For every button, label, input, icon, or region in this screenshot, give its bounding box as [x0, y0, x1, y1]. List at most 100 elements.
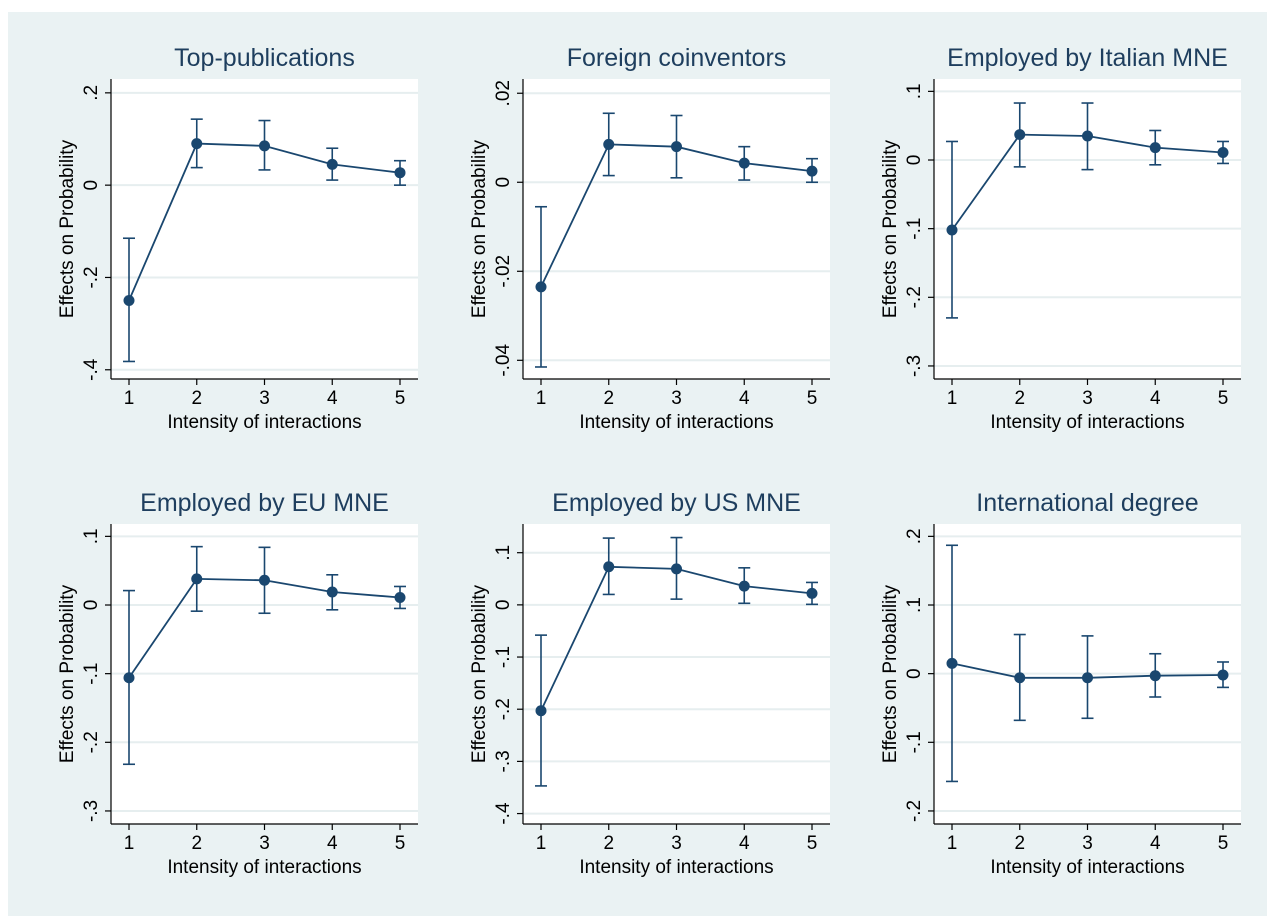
x-tick-label: 3: [259, 833, 270, 854]
y-tick-label: -.04: [493, 344, 514, 377]
x-tick-label: 3: [1082, 833, 1093, 854]
data-point: [123, 672, 135, 684]
data-point: [1217, 669, 1229, 681]
y-tick-label: -.3: [493, 750, 514, 772]
data-point: [946, 657, 958, 669]
data-point: [326, 158, 338, 170]
data-point: [671, 563, 682, 575]
y-tick-label: -.2: [81, 266, 102, 288]
data-point: [1082, 672, 1093, 684]
chart-title: Foreign coinventors: [567, 44, 787, 72]
data-point: [1149, 670, 1161, 682]
y-tick-label: .2: [81, 85, 102, 101]
chart-panel: -.4 -.3 -.2 -.1 0 .1 1 2 3 4 5 Intensity of interac…: [469, 489, 830, 878]
data-point: [535, 705, 547, 717]
y-tick-label: -.1: [493, 646, 514, 668]
y-axis-label: Effects on Probability: [469, 139, 490, 318]
data-point: [738, 157, 750, 169]
y-tick-label: .02: [493, 80, 514, 106]
data-point: [1014, 672, 1026, 684]
y-tick-label: -.02: [493, 255, 514, 288]
x-tick-label: 2: [1014, 388, 1025, 409]
x-tick-label: 5: [1218, 388, 1229, 409]
x-tick-label: 4: [327, 388, 338, 409]
x-tick-label: 1: [536, 833, 547, 854]
x-tick-label: 1: [124, 833, 135, 854]
chart-title: Employed by Italian MNE: [947, 44, 1228, 72]
data-point: [603, 138, 615, 150]
y-tick-label: -.3: [81, 800, 102, 822]
y-axis-label: Effects on Probability: [880, 584, 901, 763]
y-tick-label: .1: [904, 597, 925, 613]
data-point: [946, 224, 958, 236]
y-tick-label: .1: [81, 528, 102, 544]
x-tick-label: 3: [259, 388, 270, 409]
x-axis-label: Intensity of interactions: [167, 857, 361, 878]
x-tick-label: 4: [739, 833, 750, 854]
data-point: [806, 587, 818, 599]
chart-panel: -.3 -.2 -.1 0 .1 1 2 3 4 5 Intensity of interactio…: [880, 44, 1241, 433]
x-tick-label: 4: [739, 388, 750, 409]
data-point: [603, 561, 615, 573]
y-tick-label: -.4: [493, 802, 514, 825]
y-tick-label: .1: [493, 545, 514, 561]
x-tick-label: 4: [327, 833, 338, 854]
data-point: [394, 591, 406, 603]
x-axis-label: Intensity of interactions: [167, 412, 361, 433]
x-tick-label: 2: [191, 833, 202, 854]
y-tick-label: 0: [904, 668, 925, 679]
y-tick-label: .1: [904, 83, 925, 99]
x-tick-label: 2: [1014, 833, 1025, 854]
x-tick-label: 2: [191, 388, 202, 409]
data-point: [191, 138, 203, 150]
x-tick-label: 5: [395, 388, 406, 409]
data-point: [259, 140, 270, 152]
data-point: [259, 574, 270, 586]
chart-panel: -.4 -.2 0 .2 1 2 3 4 5 Intensity of interactions E…: [57, 44, 418, 433]
x-tick-label: 1: [124, 388, 135, 409]
y-tick-label: -.2: [81, 731, 102, 753]
x-tick-label: 5: [807, 388, 818, 409]
x-tick-label: 3: [1082, 388, 1093, 409]
y-tick-label: -.3: [904, 355, 925, 377]
chart-panel: -.2 -.1 0 .1 .2 1 2 3 4 5 Intensity of interaction…: [880, 489, 1241, 878]
y-tick-label: -.2: [904, 800, 925, 822]
y-tick-label: -.2: [493, 698, 514, 720]
y-tick-label: -.2: [904, 286, 925, 308]
data-point: [1082, 130, 1093, 142]
x-tick-label: 1: [947, 388, 958, 409]
figure-background: -.4 -.2 0 .2 1 2 3 4 5 Intensity of interactions E…: [8, 12, 1267, 916]
y-tick-label: 0: [493, 600, 514, 611]
chart-panel: -.04 -.02 0 .02 1 2 3 4 5 Intensity of interactio…: [469, 44, 830, 433]
y-tick-label: 0: [493, 177, 514, 188]
y-tick-label: 0: [81, 600, 102, 611]
x-tick-label: 5: [807, 833, 818, 854]
x-axis-label: Intensity of interactions: [990, 857, 1184, 878]
y-tick-label: 0: [904, 155, 925, 166]
data-point: [123, 295, 135, 307]
x-axis-label: Intensity of interactions: [579, 412, 773, 433]
data-point: [191, 573, 203, 585]
data-point: [535, 281, 547, 293]
y-axis-label: Effects on Probability: [57, 584, 78, 763]
y-axis-label: Effects on Probability: [880, 139, 901, 318]
x-tick-label: 2: [603, 833, 614, 854]
x-axis-label: Intensity of interactions: [990, 412, 1184, 433]
chart-grid: -.4 -.2 0 .2 1 2 3 4 5 Intensity of interactions E…: [57, 44, 1241, 878]
x-tick-label: 4: [1150, 833, 1161, 854]
data-point: [806, 165, 818, 177]
data-point: [1217, 146, 1229, 158]
x-tick-label: 5: [1218, 833, 1229, 854]
data-point: [1014, 129, 1026, 141]
y-tick-label: -.1: [81, 663, 102, 685]
data-point: [1149, 142, 1161, 154]
y-tick-label: .2: [904, 528, 925, 544]
x-tick-label: 5: [395, 833, 406, 854]
chart-panel: -.3 -.2 -.1 0 .1 1 2 3 4 5 Intensity of interactio…: [57, 489, 418, 878]
y-tick-label: -.4: [81, 358, 102, 381]
x-tick-label: 3: [671, 388, 682, 409]
y-tick-label: -.1: [904, 218, 925, 240]
y-axis-label: Effects on Probability: [469, 584, 490, 763]
y-tick-label: -.1: [904, 731, 925, 753]
chart-title: Employed by US MNE: [552, 489, 801, 517]
